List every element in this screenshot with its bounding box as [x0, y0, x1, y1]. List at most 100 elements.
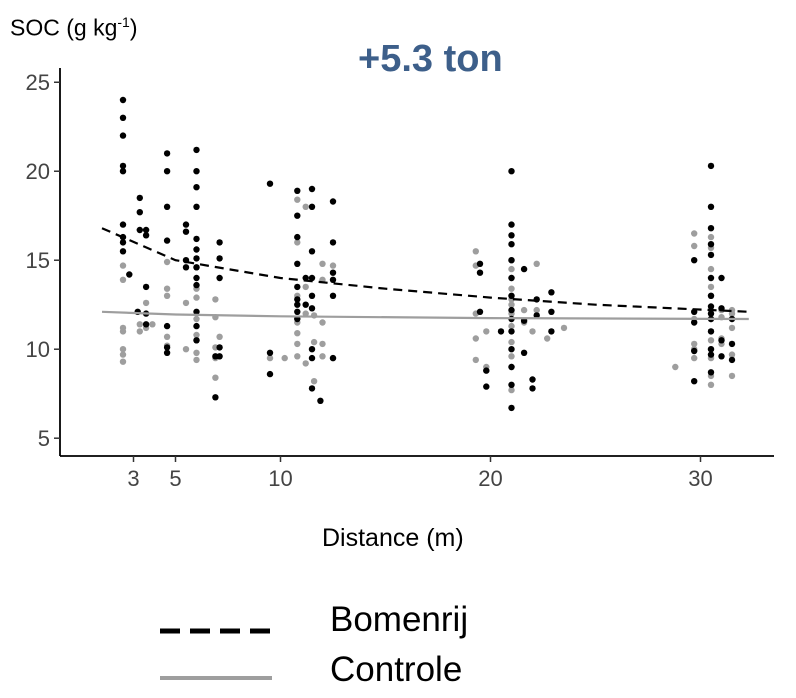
- data-point-bomenrij: [193, 168, 200, 175]
- data-point-controle: [193, 315, 200, 323]
- data-point-controle: [533, 306, 540, 314]
- data-point-bomenrij: [707, 203, 715, 210]
- data-point-bomenrij: [193, 308, 200, 315]
- data-point-controle: [707, 265, 715, 273]
- data-point-bomenrij: [508, 241, 515, 248]
- data-point-bomenrij: [182, 221, 190, 228]
- data-point-bomenrij: [308, 385, 316, 392]
- data-point-controle: [119, 358, 127, 365]
- data-point-bomenrij: [308, 274, 316, 282]
- data-point-bomenrij: [508, 306, 515, 314]
- data-point-bomenrij: [728, 356, 736, 364]
- data-point-bomenrij: [119, 168, 127, 175]
- y-tick-label: 20: [26, 159, 50, 184]
- legend-label-bomenrij: Bomenrij: [330, 600, 469, 639]
- y-tick-label: 25: [26, 70, 50, 95]
- data-point-bomenrij: [193, 203, 200, 210]
- data-point-bomenrij: [508, 257, 515, 264]
- data-point-controle: [136, 328, 143, 335]
- data-point-controle: [294, 353, 301, 360]
- x-tick-label: 10: [268, 466, 292, 491]
- data-point-controle: [508, 386, 515, 394]
- data-point-bomenrij: [548, 308, 555, 315]
- y-axis-label-exponent: -1: [117, 14, 130, 30]
- data-point-controle: [691, 354, 698, 362]
- data-point-bomenrij: [308, 346, 316, 353]
- data-point-controle: [193, 349, 200, 356]
- data-point-controle: [707, 283, 715, 291]
- data-point-bomenrij: [728, 340, 736, 348]
- data-point-bomenrij: [483, 383, 490, 390]
- data-point-controle: [142, 299, 150, 307]
- data-point-controle: [182, 299, 190, 307]
- data-point-controle: [544, 335, 551, 342]
- data-point-controle: [302, 310, 309, 317]
- data-point-bomenrij: [476, 260, 484, 267]
- data-point-controle: [472, 356, 479, 364]
- data-point-bomenrij: [308, 305, 316, 312]
- data-point-controle: [508, 338, 515, 346]
- data-point-controle: [212, 296, 219, 303]
- data-point-bomenrij: [163, 168, 171, 175]
- data-point-bomenrij: [508, 274, 515, 282]
- data-point-bomenrij: [216, 274, 223, 282]
- data-point-bomenrij: [707, 225, 715, 232]
- data-point-controle: [266, 354, 274, 362]
- y-tick-label: 10: [26, 337, 50, 362]
- points-layer: [119, 96, 736, 412]
- data-point-bomenrij: [193, 337, 200, 344]
- data-point-bomenrij: [548, 289, 555, 296]
- data-point-bomenrij: [142, 321, 150, 328]
- data-point-bomenrij: [163, 322, 171, 330]
- data-point-bomenrij: [193, 146, 200, 154]
- data-point-controle: [294, 340, 301, 348]
- data-point-bomenrij: [707, 351, 715, 358]
- data-point-bomenrij: [294, 233, 301, 241]
- data-point-bomenrij: [308, 248, 316, 255]
- data-point-controle: [319, 260, 326, 267]
- data-point-controle: [533, 260, 540, 267]
- data-point-bomenrij: [718, 274, 725, 282]
- data-point-controle: [193, 331, 200, 339]
- x-tick-label: 3: [127, 466, 139, 491]
- data-point-bomenrij: [193, 184, 200, 191]
- data-point-bomenrij: [294, 308, 301, 315]
- data-point-bomenrij: [294, 260, 301, 267]
- data-point-bomenrij: [508, 404, 515, 412]
- data-point-bomenrij: [691, 347, 698, 355]
- data-point-controle: [508, 301, 515, 308]
- data-point-bomenrij: [119, 248, 127, 255]
- data-point-controle: [529, 328, 536, 335]
- data-point-bomenrij: [294, 212, 301, 219]
- data-point-bomenrij: [476, 308, 484, 315]
- data-point-controle: [483, 328, 490, 335]
- data-point-bomenrij: [193, 255, 200, 262]
- data-point-bomenrij: [718, 337, 725, 344]
- data-point-bomenrij: [691, 378, 698, 385]
- data-point-bomenrij: [119, 239, 127, 246]
- data-point-controle: [193, 356, 200, 364]
- x-tick-label: 5: [169, 466, 181, 491]
- data-point-controle: [281, 354, 288, 362]
- data-point-bomenrij: [508, 381, 515, 388]
- legend-label-controle: Controle: [330, 650, 463, 689]
- data-point-bomenrij: [508, 292, 515, 299]
- data-point-controle: [508, 353, 515, 360]
- data-point-controle: [136, 321, 143, 328]
- data-point-bomenrij: [142, 232, 150, 239]
- data-point-bomenrij: [119, 96, 127, 104]
- data-point-bomenrij: [163, 344, 171, 351]
- data-point-controle: [707, 233, 715, 241]
- data-point-bomenrij: [529, 376, 536, 383]
- data-point-bomenrij: [548, 328, 555, 335]
- legend-layer: [160, 628, 272, 680]
- data-point-bomenrij: [302, 301, 309, 308]
- data-point-bomenrij: [718, 353, 725, 360]
- data-point-bomenrij: [163, 237, 171, 244]
- data-point-bomenrij: [707, 241, 715, 248]
- data-point-bomenrij: [329, 239, 337, 246]
- data-point-bomenrij: [182, 228, 190, 235]
- data-point-bomenrij: [533, 312, 540, 319]
- data-point-bomenrij: [707, 292, 715, 299]
- data-point-bomenrij: [707, 274, 715, 282]
